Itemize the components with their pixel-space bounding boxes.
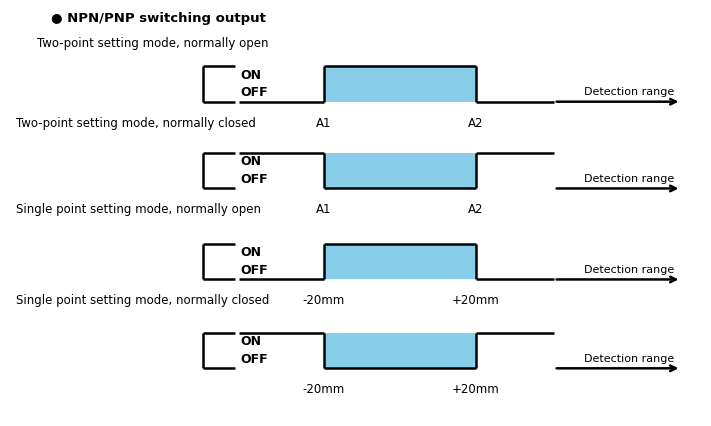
Text: A2: A2	[468, 203, 483, 216]
Text: A1: A1	[316, 203, 331, 216]
Text: A1: A1	[316, 116, 331, 130]
Text: -20mm: -20mm	[302, 383, 345, 396]
Text: OFF: OFF	[241, 264, 268, 277]
Text: ON: ON	[241, 69, 262, 81]
Text: ● NPN/PNP switching output: ● NPN/PNP switching output	[51, 12, 266, 25]
Bar	[324, 333, 476, 368]
Text: OFF: OFF	[241, 86, 268, 99]
Bar	[324, 66, 476, 102]
Text: OFF: OFF	[241, 173, 268, 186]
Text: Single point setting mode, normally open: Single point setting mode, normally open	[16, 203, 260, 216]
Text: Detection range: Detection range	[584, 265, 674, 275]
Bar	[324, 153, 476, 188]
Text: ON: ON	[241, 155, 262, 168]
Text: Detection range: Detection range	[584, 87, 674, 98]
Bar	[324, 244, 476, 279]
Text: Two-point setting mode, normally open: Two-point setting mode, normally open	[37, 37, 268, 50]
Text: ON: ON	[241, 246, 262, 259]
Text: ON: ON	[241, 335, 262, 348]
Text: +20mm: +20mm	[452, 383, 500, 396]
Text: Detection range: Detection range	[584, 354, 674, 364]
Text: -20mm: -20mm	[302, 294, 345, 307]
Text: A2: A2	[468, 116, 483, 130]
Text: Two-point setting mode, normally closed: Two-point setting mode, normally closed	[16, 116, 255, 130]
Text: +20mm: +20mm	[452, 294, 500, 307]
Text: OFF: OFF	[241, 353, 268, 366]
Text: Detection range: Detection range	[584, 174, 674, 184]
Text: Single point setting mode, normally closed: Single point setting mode, normally clos…	[16, 294, 269, 307]
